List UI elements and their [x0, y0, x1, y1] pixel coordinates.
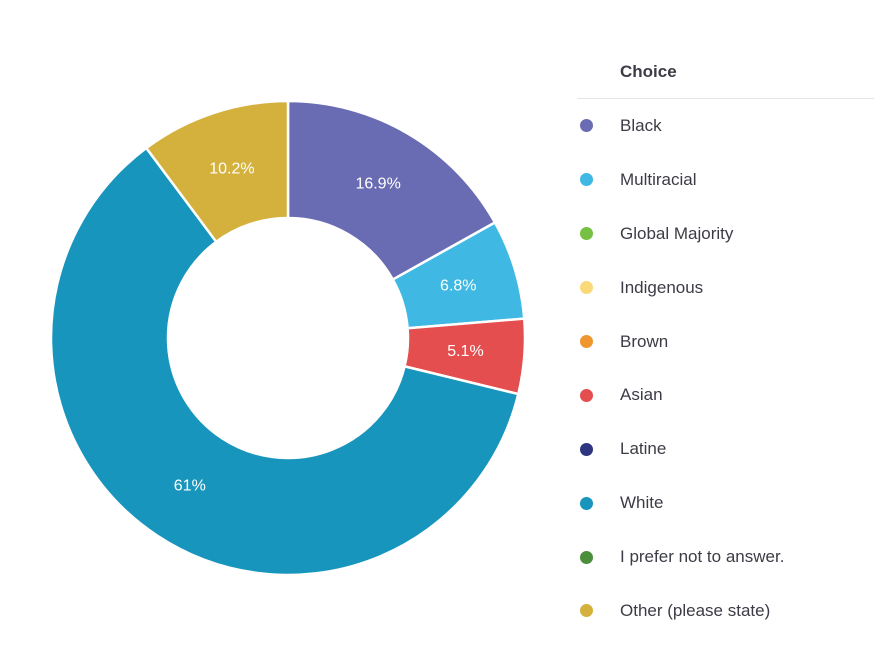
legend-label: Global Majority: [620, 223, 734, 243]
legend-swatch: [580, 550, 593, 564]
legend-title: Choice: [577, 48, 874, 99]
legend-label: Black: [620, 115, 662, 135]
donut-chart-svg: 16.9% 6.8% 5.1% 61% 10.2%: [49, 99, 527, 577]
legend-swatch: [580, 227, 593, 241]
legend-label: Multiracial: [620, 169, 697, 189]
legend: Choice Black Multiracial Global Majority In…: [577, 48, 874, 638]
slice-other-please-state[interactable]: [145, 99, 290, 244]
legend-label: Asian: [620, 385, 663, 405]
legend-item-multiracial[interactable]: Multiracial: [577, 153, 874, 207]
legend-label: Other (please state): [620, 600, 771, 620]
legend-swatch: [580, 496, 593, 510]
data-label-multiracial: 6.8%: [440, 277, 476, 294]
legend-item-white[interactable]: White: [577, 476, 874, 530]
legend-swatch: [580, 119, 593, 133]
legend-label: Brown: [620, 331, 669, 351]
legend-item-black[interactable]: Black: [577, 99, 874, 153]
legend-label: Indigenous: [620, 277, 704, 297]
legend-list: Black Multiracial Global Majority Indigenou…: [577, 99, 874, 638]
legend-swatch: [580, 335, 593, 348]
slices-layer: [49, 99, 527, 577]
data-label-black: 16.9%: [355, 176, 400, 193]
legend-item-indigenous[interactable]: Indigenous: [577, 261, 874, 315]
legend-item-global-majority[interactable]: Global Majority: [577, 207, 874, 261]
legend-label: Latine: [620, 439, 667, 459]
legend-label: I prefer not to answer.: [620, 547, 785, 567]
legend-swatch: [580, 442, 593, 456]
data-label-asian: 5.1%: [447, 343, 483, 360]
labels-layer: 16.9% 6.8% 5.1% 61% 10.2%: [174, 160, 484, 494]
legend-item-latine[interactable]: Latine: [577, 422, 874, 476]
legend-label: White: [620, 493, 664, 513]
legend-swatch: [580, 388, 593, 402]
slice-black[interactable]: [286, 99, 497, 281]
legend-item-brown[interactable]: Brown: [577, 315, 874, 369]
data-label-white: 61%: [174, 478, 206, 495]
legend-item-i-prefer-not-to-answer[interactable]: I prefer not to answer.: [577, 530, 874, 584]
legend-swatch: [580, 173, 593, 187]
slice-white[interactable]: [49, 146, 520, 577]
legend-item-other-please-state[interactable]: Other (please state): [577, 584, 874, 638]
legend-swatch: [580, 281, 593, 295]
legend-item-asian[interactable]: Asian: [577, 368, 874, 422]
legend-swatch: [580, 604, 593, 618]
data-label-other-please-state: 10.2%: [209, 160, 254, 177]
donut-chart: 16.9% 6.8% 5.1% 61% 10.2%: [49, 99, 527, 577]
